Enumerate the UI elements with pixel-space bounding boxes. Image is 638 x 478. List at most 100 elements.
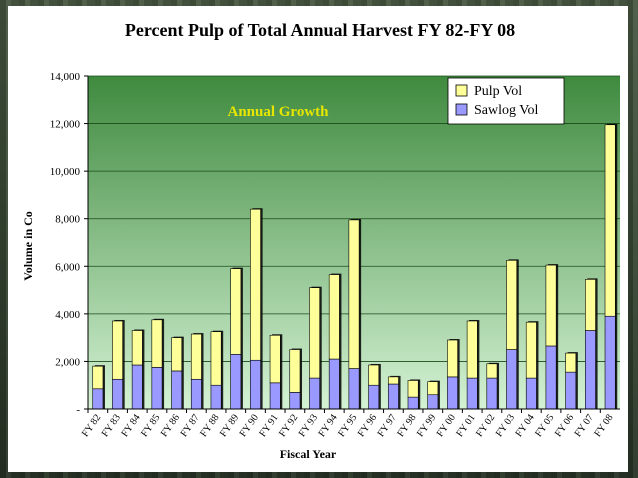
bar-pulp (407, 380, 419, 398)
bar-sawlog (427, 394, 439, 410)
x-tick-label: FY 02 (474, 412, 497, 439)
annual-growth-annotation: Annual Growth (227, 104, 329, 120)
bar-pulp (387, 376, 399, 385)
bar-pulp (92, 365, 104, 390)
chart-title: Percent Pulp of Total Annual Harvest FY … (125, 20, 515, 40)
x-tick-label: FY 97 (376, 412, 399, 439)
x-tick-label: FY 88 (198, 412, 221, 439)
bar-sawlog (447, 376, 458, 410)
bar-sawlog (525, 377, 537, 410)
x-tick-label: FY 99 (415, 412, 438, 439)
legend-pulp-swatch (455, 84, 468, 97)
x-tick-label: FY 82 (80, 412, 103, 439)
bar-pulp (447, 339, 458, 378)
x-tick-label: FY 93 (297, 412, 320, 439)
bars (92, 123, 618, 410)
bar-sawlog (210, 384, 222, 410)
x-tick-label: FY 01 (454, 412, 477, 439)
bar-pulp (171, 337, 183, 372)
y-tick-label: 8,000 (55, 214, 80, 226)
y-tick-label: 10,000 (50, 166, 81, 178)
x-tick-label: FY 07 (573, 412, 596, 439)
bar-pulp (269, 334, 281, 384)
x-tick-label: FY 03 (494, 412, 517, 439)
bar-sawlog (250, 359, 261, 410)
bar-pulp (210, 331, 222, 386)
x-tick-label: FY 84 (119, 412, 142, 439)
bar-sawlog (368, 384, 380, 410)
bar-sawlog (151, 367, 163, 410)
bar-pulp (565, 352, 577, 373)
bar-sawlog (565, 371, 577, 410)
bar-sawlog (171, 370, 183, 410)
bar-sawlog (486, 377, 498, 410)
bar-pulp (131, 330, 143, 366)
bar-pulp (585, 279, 596, 331)
bar-sawlog (112, 378, 123, 410)
legend-sawlog-label: Sawlog Vol (474, 103, 539, 118)
slide: Percent Pulp of Total Annual Harvest FY … (8, 6, 628, 472)
bar-pulp (545, 264, 557, 347)
bar-pulp (506, 260, 518, 350)
bar-pulp (250, 208, 261, 361)
x-axis-title: Fiscal Year (280, 447, 337, 461)
x-tick-label: FY 85 (139, 412, 162, 439)
bar-sawlog (506, 349, 518, 410)
bar-sawlog (387, 383, 399, 410)
x-tick-label: FY 89 (218, 412, 241, 439)
x-tick-label: FY 83 (100, 412, 123, 439)
y-tick-label: 2,000 (55, 356, 80, 368)
legend: Pulp Vol Sawlog Vol (447, 77, 565, 125)
x-tick-label: FY 91 (257, 412, 280, 439)
bar-pulp (289, 349, 301, 393)
y-tick-label: 4,000 (55, 309, 80, 321)
bar-pulp (230, 268, 242, 355)
x-tick-label: FY 04 (513, 412, 536, 439)
bar-pulp (112, 320, 123, 380)
bar-sawlog (585, 330, 596, 410)
bar-sawlog (407, 396, 419, 410)
y-tick-label: 6,000 (55, 261, 80, 273)
x-tick-label: FY 94 (316, 412, 339, 439)
bar-sawlog (466, 377, 478, 410)
x-tick-label: FY 08 (592, 412, 615, 439)
y-axis-title: Volume in Co (21, 211, 35, 281)
bar-pulp (348, 219, 360, 369)
chart: Percent Pulp of Total Annual Harvest FY … (21, 20, 620, 461)
bar-sawlog (289, 392, 301, 410)
bar-sawlog (604, 315, 616, 410)
bar-sawlog (269, 382, 281, 410)
x-tick-label: FY 00 (435, 412, 458, 439)
x-tick-label: FY 86 (159, 412, 182, 439)
x-tick-label: FY 05 (533, 412, 556, 439)
y-tick-label: 14,000 (50, 71, 81, 83)
bar-pulp (466, 320, 478, 379)
legend-sawlog-swatch (455, 103, 468, 116)
bar-sawlog (545, 345, 557, 410)
bar-sawlog (92, 388, 104, 410)
x-tick-label: FY 06 (553, 412, 576, 439)
bar-sawlog (131, 364, 143, 410)
bar-pulp (309, 287, 321, 379)
bar-pulp (151, 319, 163, 368)
bar-pulp (604, 124, 616, 317)
x-tick-label: FY 98 (395, 412, 418, 439)
bar-sawlog (328, 358, 340, 410)
x-tick-label: FY 90 (238, 412, 261, 439)
bar-pulp (368, 364, 380, 386)
bar-pulp (525, 321, 537, 379)
x-tick-label: FY 96 (356, 412, 379, 439)
bar-sawlog (309, 377, 321, 410)
bar-sawlog (348, 368, 360, 410)
bar-pulp (486, 363, 498, 379)
bar-sawlog (190, 378, 202, 410)
x-tick-label: FY 95 (336, 412, 359, 439)
y-tick-label: 12,000 (50, 119, 81, 131)
x-tick-label: FY 92 (277, 412, 300, 439)
bar-pulp (190, 333, 202, 380)
y-tick-labels: - 2,000 4,000 6,000 8,000 10,000 12,000 14,000 (50, 71, 88, 416)
x-tick-label: FY 87 (179, 412, 202, 439)
y-tick-label: - (76, 404, 80, 416)
bar-pulp (328, 274, 340, 360)
